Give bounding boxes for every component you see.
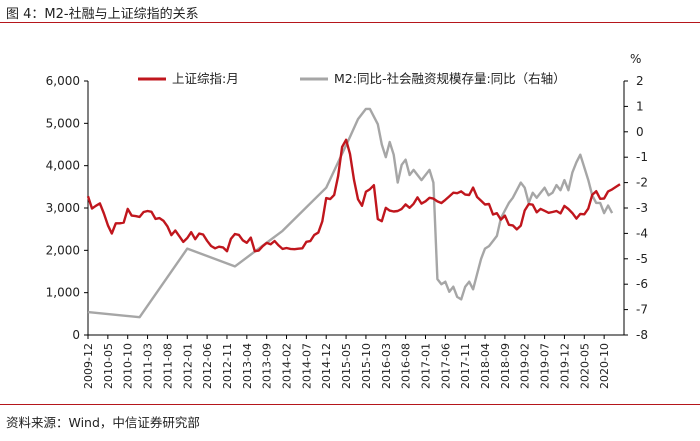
x-tick-label: 2011-03 bbox=[142, 343, 155, 389]
x-tick-label: 2010-05 bbox=[102, 343, 115, 389]
series-line-gap bbox=[87, 107, 614, 319]
x-tick-label: 2018-09 bbox=[499, 343, 512, 389]
x-tick-label: 2009-12 bbox=[82, 343, 95, 389]
x-tick-label: 2012-01 bbox=[181, 343, 194, 389]
x-tick-label: 2017-11 bbox=[459, 343, 472, 389]
x-tick-label: 2019-07 bbox=[539, 343, 552, 389]
right-axis-unit: % bbox=[630, 52, 641, 66]
x-tick-label: 2014-12 bbox=[320, 343, 333, 389]
right-tick-label: -4 bbox=[636, 226, 648, 240]
x-tick-label: 2019-02 bbox=[519, 343, 532, 389]
x-tick-label: 2010-10 bbox=[122, 343, 135, 389]
x-tick-label: 2018-04 bbox=[479, 343, 492, 389]
series-line-index bbox=[86, 138, 621, 253]
left-tick-label: 5,000 bbox=[46, 116, 80, 130]
title-rule bbox=[0, 22, 700, 23]
figure-title: 图 4：M2-社融与上证综指的关系 bbox=[6, 7, 199, 22]
left-tick-label: 4,000 bbox=[46, 159, 80, 173]
axes bbox=[87, 81, 625, 336]
source-note: 资料来源：Wind，中信证券研究部 bbox=[6, 415, 200, 430]
right-tick-label: -7 bbox=[636, 303, 648, 317]
right-tick-label: 2 bbox=[636, 74, 644, 88]
left-tick-label: 3,000 bbox=[46, 201, 80, 215]
legend-label-gap: M2:同比-社会融资规模存量:同比（右轴） bbox=[334, 71, 566, 86]
x-tick-label: 2020-10 bbox=[598, 343, 611, 389]
right-tick-label: 0 bbox=[636, 125, 644, 139]
right-tick-label: -6 bbox=[636, 277, 648, 291]
legend: 上证综指:月 M2:同比-社会融资规模存量:同比（右轴） bbox=[138, 71, 566, 86]
x-tick-label: 2015-05 bbox=[340, 343, 353, 389]
right-tick-label: -1 bbox=[636, 150, 648, 164]
source-rule bbox=[0, 404, 700, 405]
x-tick-label: 2017-06 bbox=[439, 343, 452, 389]
right-tick-label: 1 bbox=[636, 99, 644, 113]
right-tick-label: -2 bbox=[636, 176, 648, 190]
x-tick-label: 2012-06 bbox=[201, 343, 214, 389]
series-lines bbox=[86, 107, 621, 319]
x-tick-label: 2020-05 bbox=[578, 343, 591, 389]
x-tick-label: 2019-12 bbox=[558, 343, 571, 389]
right-tick-label: -8 bbox=[636, 328, 648, 342]
left-tick-label: 0 bbox=[72, 328, 80, 342]
x-tick-label: 2016-03 bbox=[380, 343, 393, 389]
x-tick-label: 2013-04 bbox=[241, 343, 254, 389]
left-tick-label: 6,000 bbox=[46, 74, 80, 88]
right-tick-label: -5 bbox=[636, 252, 648, 266]
x-tick-label: 2016-08 bbox=[400, 343, 413, 389]
right-y-ticks: -8 -7 -6 -5 -4 -3 -2 -1 0 1 2 bbox=[624, 74, 648, 342]
left-tick-label: 1,000 bbox=[46, 286, 80, 300]
x-tick-label: 2014-07 bbox=[300, 343, 313, 389]
legend-label-index: 上证综指:月 bbox=[172, 71, 239, 86]
x-tick-label: 2012-11 bbox=[221, 343, 234, 389]
x-tick-label: 2015-10 bbox=[360, 343, 373, 389]
x-tick-label: 2017-01 bbox=[419, 343, 432, 389]
x-tick-label: 2013-09 bbox=[261, 343, 274, 389]
x-tick-label: 2011-08 bbox=[161, 343, 174, 389]
left-y-ticks: 0 1,000 2,000 3,000 4,000 5,000 6,000 bbox=[46, 74, 88, 342]
right-tick-label: -3 bbox=[636, 201, 648, 215]
x-ticks: 2009-12 2010-05 2010-10 2011-03 2011-08 2012-… bbox=[82, 335, 611, 389]
left-tick-label: 2,000 bbox=[46, 243, 80, 257]
x-tick-label: 2014-02 bbox=[281, 343, 294, 389]
